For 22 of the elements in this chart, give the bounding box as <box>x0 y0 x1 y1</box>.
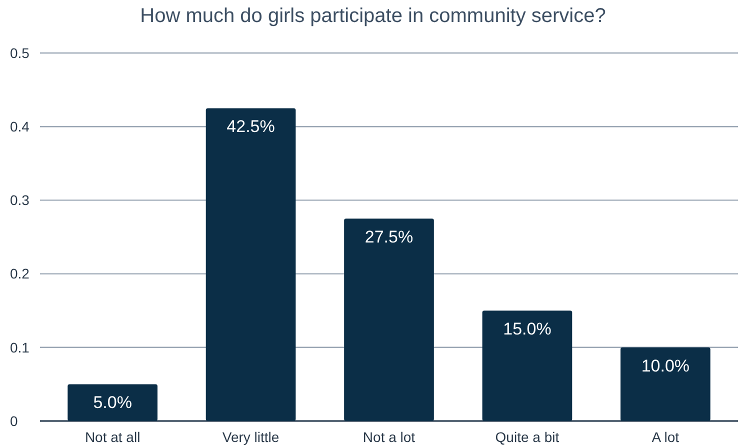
chart-title: How much do girls participate in community service? <box>140 5 606 27</box>
x-tick-label: Very little <box>222 429 280 445</box>
bar <box>344 218 434 421</box>
y-tick-label: 0.4 <box>10 118 30 134</box>
data-label: 5.0% <box>93 393 132 412</box>
x-tick-label: A lot <box>652 429 680 445</box>
y-tick-label: 0.5 <box>10 44 30 61</box>
bar <box>482 310 572 421</box>
y-tick-label: 0.3 <box>10 192 30 208</box>
data-label: 27.5% <box>364 228 414 247</box>
y-tick-label: 0.1 <box>10 339 30 356</box>
data-label: 10.0% <box>641 356 690 376</box>
bar <box>206 108 296 421</box>
bar <box>620 347 710 421</box>
data-label: 15.0% <box>503 320 552 339</box>
y-tick-label: 0 <box>10 412 18 429</box>
y-tick-label: 0.2 <box>10 266 30 282</box>
bar <box>68 384 158 421</box>
x-tick-label: Quite a bit <box>495 429 560 445</box>
data-label: 42.5% <box>226 117 275 136</box>
x-tick-label: Not a lot <box>362 429 416 445</box>
x-tick-label: Not at all <box>84 429 140 445</box>
